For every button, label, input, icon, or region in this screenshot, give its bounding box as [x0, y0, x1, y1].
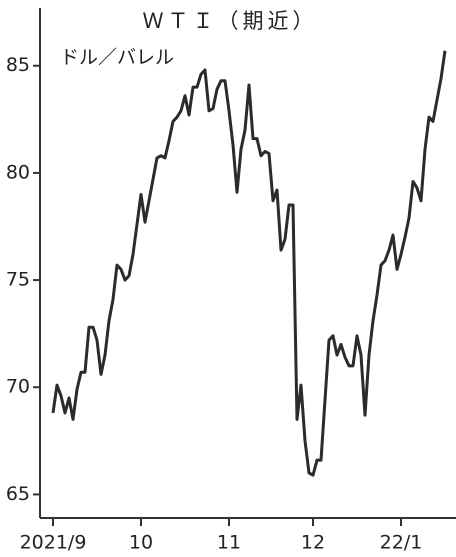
x-tick-label: 2021/9 — [20, 532, 87, 554]
price-line — [51, 50, 447, 477]
y-tick-label: 85 — [6, 54, 30, 76]
y-tick-label: 75 — [6, 269, 30, 291]
x-tick-label: 10 — [129, 532, 153, 554]
x-tick-label: 12 — [301, 532, 325, 554]
chart-title: ＷＴＩ（期近） — [143, 9, 318, 33]
x-tick-label: 11 — [217, 532, 241, 554]
chart-subtitle: ドル／バレル — [60, 47, 174, 69]
x-tick-label: 22/1 — [380, 532, 423, 554]
y-tick-label: 80 — [6, 161, 30, 183]
y-tick-label: 65 — [6, 483, 30, 505]
y-tick-label: 70 — [6, 376, 30, 398]
